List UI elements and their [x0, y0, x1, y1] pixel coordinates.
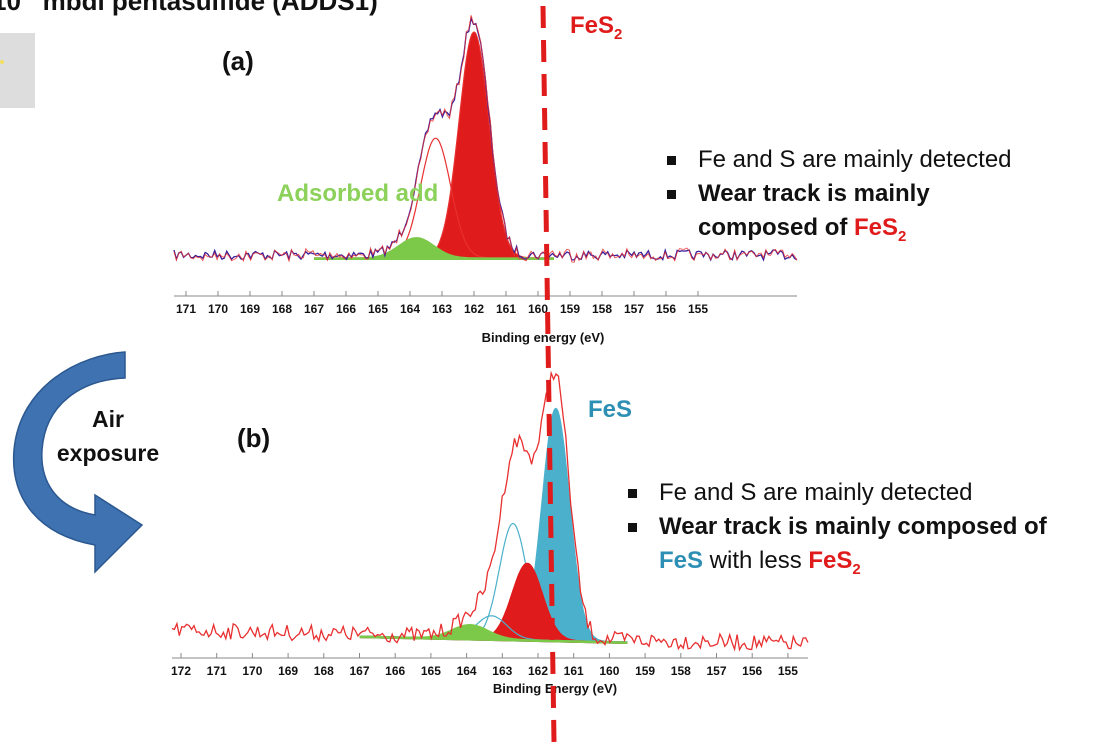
- chart-raw-line: [173, 15, 798, 263]
- chart-tick-label: 166: [336, 302, 356, 316]
- chart-tick-label: 157: [706, 664, 726, 678]
- bullet-text-continued: composed of: [698, 214, 855, 241]
- chart-tick-label: 163: [492, 664, 512, 678]
- bullet-square-icon: [667, 190, 676, 199]
- adsorbed-add-label: Adsorbed add: [277, 180, 439, 207]
- chart-panel-a: 171 170 169 168 167 166 165 164 163 162 161 160 159 1…: [173, 15, 798, 345]
- chart-component-line: [314, 237, 554, 259]
- chart-spectrum-line: [171, 370, 809, 652]
- chart-tick-label: 163: [432, 302, 452, 316]
- chart-component-line: [359, 407, 628, 643]
- bullet-item: Wear track is mainly composed of FeS2: [662, 177, 1102, 254]
- chart-tick-label: 160: [599, 664, 619, 678]
- chart-tick-label: 156: [742, 664, 762, 678]
- bullet-item: Fe and S are mainly detected: [623, 476, 1113, 510]
- chart-tick-label: 159: [560, 302, 580, 316]
- air-label-line2: exposure: [56, 440, 160, 466]
- bullet-item: Wear track is mainly composed of FeS wit…: [623, 510, 1113, 587]
- fes2-reference-dashed-line: [540, 5, 557, 742]
- chart-tick-label: 169: [240, 302, 260, 316]
- bullet-text-continued: with less: [703, 547, 809, 574]
- chart-tick-label: 167: [349, 664, 369, 678]
- air-label-line1: Air: [92, 406, 124, 432]
- peak-label-fes2: FeS2: [570, 12, 622, 43]
- chart-tick-label: 164: [457, 664, 477, 678]
- bullet-list-a: Fe and S are mainly detected Wear track …: [662, 143, 1102, 254]
- gray-side-box: [0, 33, 35, 108]
- chart-peak-area: [314, 32, 554, 260]
- chart-peak-area: [314, 237, 554, 260]
- fes2-highlight: FeS: [854, 214, 899, 241]
- chart-tick-label: 161: [564, 664, 584, 678]
- chart-tick-label: 159: [635, 664, 655, 678]
- bullet-square-icon: [628, 489, 637, 498]
- air-exposure-arrow-icon: [12, 351, 144, 574]
- chart-tick-label: 171: [176, 302, 196, 316]
- page-header-text: 10 mbdi pentasulfide (ADDS1): [0, 0, 378, 16]
- bullet-text: Wear track is mainly: [698, 180, 930, 207]
- chart-x-axis-title: Binding energy (eV): [482, 330, 605, 345]
- chart-tick-label: 166: [385, 664, 405, 678]
- chart-tick-label: 158: [592, 302, 612, 316]
- chart-component-line: [314, 31, 554, 259]
- peak-label-fes2-text: FeS: [570, 12, 615, 39]
- fes2-subscript: 2: [852, 560, 861, 578]
- chart-tick-label: 168: [272, 302, 292, 316]
- chart-tick-label: 155: [688, 302, 708, 316]
- chart-tick-label: 169: [278, 664, 298, 678]
- chart-tick-label: 156: [656, 302, 676, 316]
- bullet-text: Wear track is mainly composed of: [659, 513, 1047, 540]
- bullet-square-icon: [628, 523, 637, 532]
- air-exposure-label: Air exposure: [48, 402, 168, 470]
- chart-peak-area: [359, 408, 628, 644]
- chart-peak-area: [359, 624, 628, 644]
- chart-tick-label: 165: [368, 302, 388, 316]
- chart-tick-label: 164: [400, 302, 420, 316]
- fes-highlight: FeS: [659, 547, 704, 574]
- fes2-subscript: 2: [898, 227, 907, 245]
- chart-tick-label: 162: [464, 302, 484, 316]
- chart-tick-label: 157: [624, 302, 644, 316]
- bullet-text: Fe and S are mainly detected: [659, 479, 973, 506]
- panel-label-b: (b): [237, 423, 271, 453]
- bullet-square-icon: [667, 156, 676, 165]
- chart-tick-label: 160: [528, 302, 548, 316]
- chart-tick-label: 155: [778, 664, 798, 678]
- yellow-dot-icon: [0, 60, 4, 64]
- bullet-text: Fe and S are mainly detected: [698, 146, 1012, 173]
- bullet-item: Fe and S are mainly detected: [662, 143, 1102, 177]
- chart-tick-label: 170: [208, 302, 228, 316]
- peak-label-fes: FeS: [588, 396, 633, 423]
- panel-label-a: (a): [222, 46, 254, 76]
- chart-tick-label: 161: [496, 302, 516, 316]
- chart-tick-label: 172: [171, 664, 191, 678]
- chart-tick-label: 167: [304, 302, 324, 316]
- chart-tick-label: 171: [207, 664, 227, 678]
- chart-tick-label: 165: [421, 664, 441, 678]
- chart-tick-label: 168: [314, 664, 334, 678]
- fes2-highlight: FeS: [808, 547, 853, 574]
- peak-label-fes2-subscript: 2: [614, 25, 623, 43]
- chart-tick-label: 158: [671, 664, 691, 678]
- chart-tick-label: 170: [242, 664, 262, 678]
- bullet-list-b: Fe and S are mainly detected Wear track …: [623, 476, 1113, 587]
- chart-tick-label: 162: [528, 664, 548, 678]
